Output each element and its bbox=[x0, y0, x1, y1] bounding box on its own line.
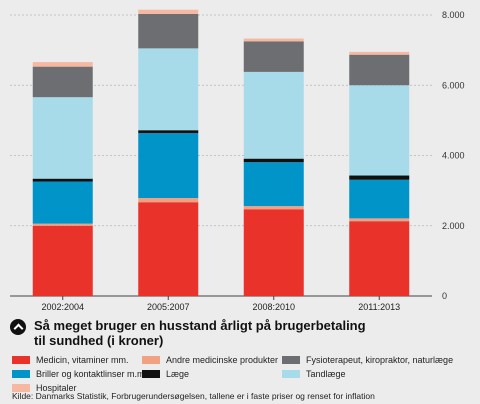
bar-segment bbox=[243, 209, 304, 296]
stacked-bar-chart: 0 2.000 4.000 6.000 8.000 2002:2004 2005:2007… bbox=[10, 9, 465, 312]
y-tick-label: 6.000 bbox=[442, 80, 465, 90]
bar-segment bbox=[349, 221, 410, 296]
legend-item: Briller og kontaktlinser m.m. bbox=[12, 369, 147, 379]
x-tick-label: 2002:2004 bbox=[41, 302, 84, 312]
y-tick-label: 2.000 bbox=[442, 221, 465, 231]
legend-swatch bbox=[282, 370, 300, 378]
legend-swatch bbox=[12, 356, 30, 364]
y-tick-label: 8.000 bbox=[442, 10, 465, 20]
bar-segment bbox=[32, 181, 93, 224]
legend-swatch bbox=[142, 370, 160, 378]
bar-segment bbox=[32, 225, 93, 296]
bar-segment bbox=[349, 51, 410, 55]
bar-segment bbox=[349, 54, 410, 86]
legend-item: Andre medicinske produkter bbox=[142, 355, 282, 365]
bar-segment bbox=[243, 162, 304, 207]
x-tick-label: 2008:2010 bbox=[252, 302, 295, 312]
bar-segment bbox=[138, 48, 199, 131]
bar-segment bbox=[32, 66, 93, 98]
bar-segment bbox=[243, 71, 304, 159]
legend-label: Tandlæge bbox=[306, 369, 346, 379]
y-axis-ticks: 0 2.000 4.000 6.000 8.000 bbox=[442, 10, 465, 301]
chart-title-line-2: til sundhed (i kroner) bbox=[34, 333, 164, 348]
bar-segment bbox=[32, 178, 93, 182]
source-note: Kilde: Danmarks Statistik, Forbrugerunde… bbox=[12, 391, 375, 401]
legend-item: Læge bbox=[142, 369, 282, 379]
bar-segment bbox=[138, 198, 199, 203]
legend-label: Læge bbox=[166, 369, 190, 379]
legend-item: Medicin, vitaminer mm. bbox=[12, 355, 142, 365]
legend-item: Tandlæge bbox=[282, 369, 472, 379]
legend-label: Briller og kontaktlinser m.m. bbox=[36, 369, 148, 379]
bar-segment bbox=[349, 218, 410, 222]
x-tick-label: 2005:2007 bbox=[147, 302, 190, 312]
legend-label: Medicin, vitaminer mm. bbox=[36, 355, 129, 365]
bars bbox=[32, 9, 410, 296]
legend-item: Fysioterapeut, kiropraktor, naturlæge bbox=[282, 355, 472, 365]
legend-swatch bbox=[12, 384, 30, 392]
bar-segment bbox=[32, 223, 93, 226]
bar-segment bbox=[138, 133, 199, 199]
bar-segment bbox=[349, 85, 410, 176]
chart-title: Så meget bruger en husstand årligt på br… bbox=[10, 318, 470, 348]
bar-segment bbox=[138, 13, 199, 49]
legend-item: Hospitaler bbox=[12, 383, 142, 393]
bar-segment bbox=[243, 38, 304, 42]
bar-segment bbox=[138, 202, 199, 296]
y-tick-label: 4.000 bbox=[442, 151, 465, 161]
bar-segment bbox=[32, 62, 93, 67]
legend: Medicin, vitaminer mm. Andre medicinske p… bbox=[12, 355, 472, 393]
x-axis-ticks: 2002:2004 2005:2007 2008:2010 2011:2013 bbox=[41, 296, 400, 312]
chevron-up-icon bbox=[10, 319, 26, 335]
bar-segment bbox=[32, 97, 93, 179]
bar-segment bbox=[138, 9, 199, 14]
bar-segment bbox=[243, 206, 304, 210]
bar-segment bbox=[349, 179, 410, 219]
legend-label: Hospitaler bbox=[36, 383, 77, 393]
y-tick-label: 0 bbox=[442, 291, 447, 301]
legend-swatch bbox=[142, 356, 160, 364]
chart-title-text: Så meget bruger en husstand årligt på br… bbox=[34, 318, 366, 348]
bar-segment bbox=[138, 130, 199, 134]
legend-label: Andre medicinske produkter bbox=[166, 355, 279, 365]
legend-swatch bbox=[282, 356, 300, 364]
legend-swatch bbox=[12, 370, 30, 378]
bar-segment bbox=[349, 175, 410, 180]
bar-segment bbox=[243, 41, 304, 72]
x-tick-label: 2011:2013 bbox=[358, 302, 400, 312]
legend-label: Fysioterapeut, kiropraktor, naturlæge bbox=[306, 355, 454, 365]
bar-segment bbox=[243, 158, 304, 163]
chart-title-line-1: Så meget bruger en husstand årligt på br… bbox=[34, 318, 366, 333]
